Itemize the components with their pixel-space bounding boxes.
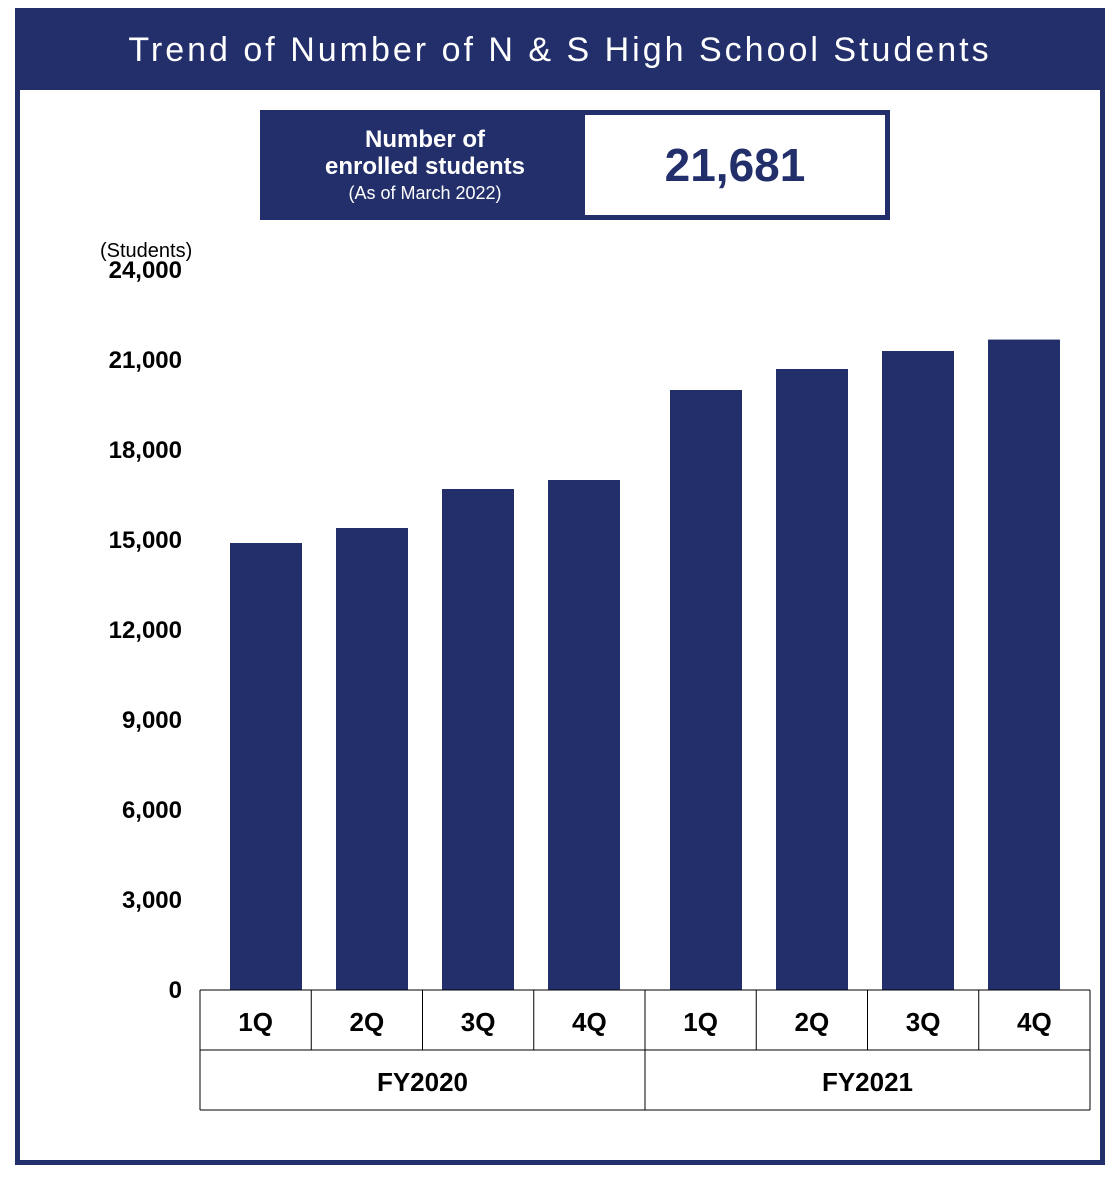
bar	[776, 369, 848, 990]
y-tick-label: 12,000	[109, 617, 182, 644]
x-tick-label: 1Q	[683, 1007, 718, 1037]
bar	[548, 480, 620, 990]
x-tick-label: 3Q	[461, 1007, 496, 1037]
bar	[442, 489, 514, 990]
bar	[988, 340, 1060, 990]
x-group-label: FY2021	[822, 1067, 913, 1097]
callout-label: Number of enrolled students (As of March…	[265, 115, 585, 215]
chart-area: (Students) Number of enrolled students (…	[20, 90, 1100, 1160]
y-tick-label: 0	[169, 977, 182, 1004]
callout-line1: Number of	[365, 126, 485, 154]
bar	[336, 528, 408, 990]
x-group-label: FY2020	[377, 1067, 468, 1097]
x-tick-label: 4Q	[572, 1007, 607, 1037]
y-tick-label: 9,000	[122, 707, 182, 734]
bar	[670, 390, 742, 990]
callout-line3: (As of March 2022)	[348, 183, 501, 205]
enrolled-students-callout: Number of enrolled students (As of March…	[260, 110, 890, 220]
bar	[230, 543, 302, 990]
x-tick-label: 2Q	[350, 1007, 385, 1037]
x-tick-label: 1Q	[238, 1007, 273, 1037]
x-tick-label: 3Q	[906, 1007, 941, 1037]
bar	[882, 351, 954, 990]
y-tick-label: 18,000	[109, 437, 182, 464]
callout-value: 21,681	[665, 138, 806, 192]
y-tick-label: 15,000	[109, 527, 182, 554]
x-tick-label: 2Q	[795, 1007, 830, 1037]
chart-card: Trend of Number of N & S High School Stu…	[15, 8, 1105, 1165]
y-tick-label: 3,000	[122, 887, 182, 914]
y-tick-label: 6,000	[122, 797, 182, 824]
y-tick-label: 21,000	[109, 347, 182, 374]
callout-line2: enrolled students	[325, 153, 525, 181]
x-tick-label: 4Q	[1017, 1007, 1052, 1037]
y-axis-unit-label: (Students)	[100, 240, 192, 263]
callout-value-box: 21,681	[585, 115, 885, 215]
chart-title: Trend of Number of N & S High School Stu…	[20, 13, 1100, 90]
